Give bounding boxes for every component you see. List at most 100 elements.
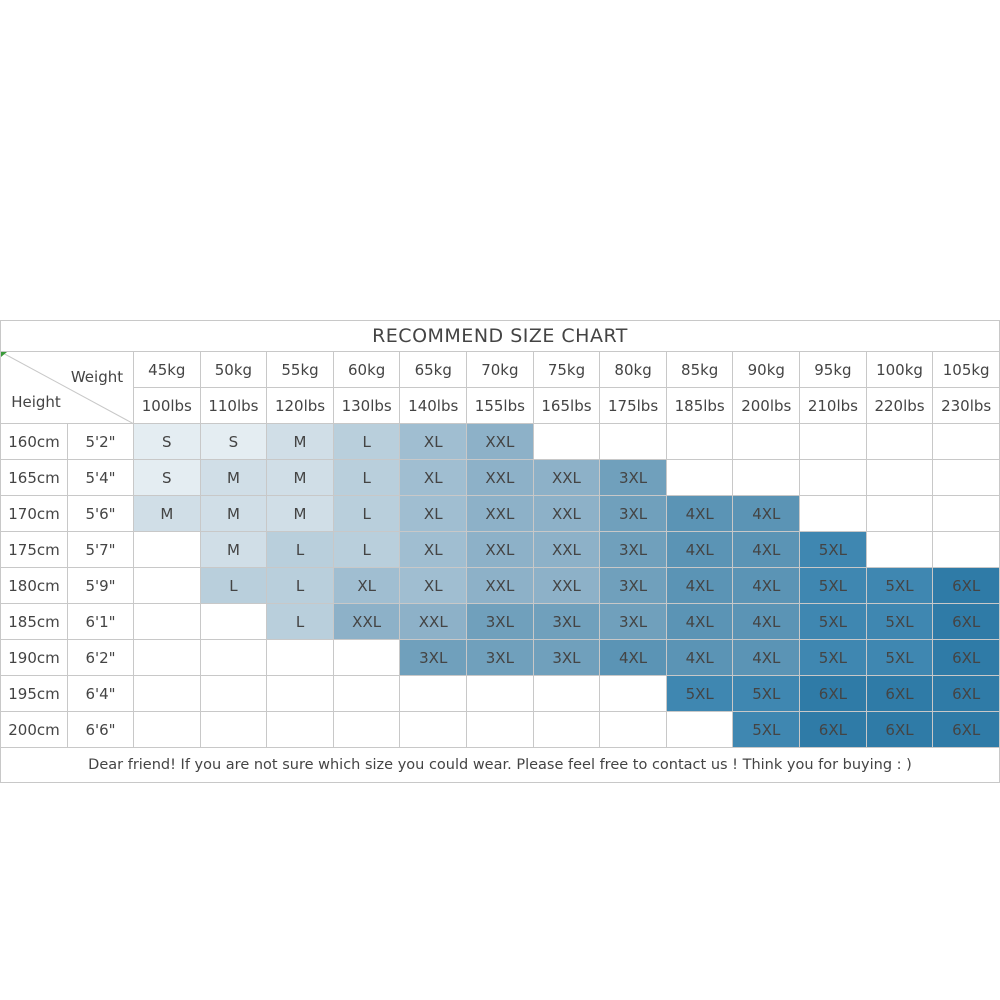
size-cell: L [332,423,401,460]
empty-cell [199,639,268,676]
size-cell: 3XL [599,567,667,604]
weight-lbs: 175lbs [599,387,667,424]
size-cell: 4XL [665,531,734,568]
size-cell: 5XL [865,639,934,676]
size-cell: 6XL [932,603,1000,640]
empty-cell [532,675,601,712]
empty-cell [332,639,401,676]
size-cell: XL [399,567,468,604]
empty-cell [532,711,601,748]
size-row: 165cm 5'4" S M M L XL XXL XXL 3XL [0,459,1000,496]
empty-cell [466,675,534,712]
size-cell: XXL [466,495,534,532]
size-cell: 4XL [665,639,734,676]
height-cm: 200cm [0,711,68,748]
size-row: 190cm 6'2" 3XL 3XL 3XL 4XL 4XL 4XL 5XL 5XL 6XL [0,639,1000,676]
size-cell: S [199,423,268,460]
size-cell: 5XL [799,639,867,676]
height-cm: 185cm [0,603,68,640]
empty-cell [932,495,1000,532]
size-cell: 5XL [799,603,867,640]
empty-cell [665,459,734,496]
empty-cell [133,675,201,712]
empty-cell [865,423,934,460]
size-cell: 4XL [732,567,801,604]
weight-kg: 105kg [932,351,1000,388]
weight-kg: 55kg [266,351,334,388]
empty-cell [932,531,1000,568]
weight-kg: 65kg [399,351,468,388]
size-cell: 3XL [466,639,534,676]
size-cell: S [133,423,201,460]
empty-cell [532,423,601,460]
size-cell: L [332,531,401,568]
empty-cell [599,423,667,460]
size-cell: L [266,603,334,640]
empty-cell [665,711,734,748]
weight-kg: 80kg [599,351,667,388]
size-cell: M [266,459,334,496]
size-cell: XL [399,531,468,568]
weight-lbs: 200lbs [732,387,801,424]
weight-lbs: 165lbs [532,387,601,424]
weight-lbs: 230lbs [932,387,1000,424]
size-cell: 6XL [799,711,867,748]
size-cell: XXL [399,603,468,640]
weight-kg: 50kg [199,351,268,388]
size-cell: XXL [466,423,534,460]
size-row: 200cm 6'6" 5XL 6XL 6XL 6XL [0,711,1000,748]
size-cell: M [266,495,334,532]
size-cell: L [266,531,334,568]
height-cm: 175cm [0,531,68,568]
empty-cell [732,459,801,496]
empty-cell [599,675,667,712]
height-cm: 190cm [0,639,68,676]
weight-kg: 100kg [865,351,934,388]
empty-cell [332,711,401,748]
size-row: 160cm 5'2" S S M L XL XXL [0,423,1000,460]
size-cell: 6XL [865,675,934,712]
size-cell: L [266,567,334,604]
footer: Dear friend! If you are not sure which s… [0,747,1000,783]
height-cm: 160cm [0,423,68,460]
size-cell: 3XL [599,603,667,640]
height-cm: 195cm [0,675,68,712]
height-ft: 5'2" [67,423,134,460]
title: RECOMMEND SIZE CHART [0,320,1000,352]
empty-cell [399,711,468,748]
size-cell: 3XL [466,603,534,640]
size-cell: M [199,531,268,568]
size-cell: XXL [332,603,401,640]
size-cell: XXL [532,495,601,532]
size-cell: 5XL [865,603,934,640]
height-ft: 6'1" [67,603,134,640]
size-cell: 6XL [799,675,867,712]
size-cell: 4XL [732,531,801,568]
size-cell: L [199,567,268,604]
weight-lbs: 100lbs [133,387,201,424]
weight-lbs: 140lbs [399,387,468,424]
empty-cell [199,603,268,640]
height-ft: 5'9" [67,567,134,604]
weight-lbs: 220lbs [865,387,934,424]
empty-cell [199,675,268,712]
height-ft: 5'4" [67,459,134,496]
corner: Weight Height [0,351,134,424]
empty-cell [466,711,534,748]
size-cell: 6XL [932,567,1000,604]
size-cell: XXL [466,531,534,568]
size-cell: 4XL [665,567,734,604]
size-chart: RECOMMEND SIZE CHART Weight Height 45kg 5… [0,320,1000,783]
size-cell: XXL [532,459,601,496]
height-ft: 6'2" [67,639,134,676]
size-cell: 4XL [732,639,801,676]
size-cell: XXL [532,531,601,568]
size-cell: 3XL [532,603,601,640]
size-cell: 3XL [532,639,601,676]
size-cell: 5XL [665,675,734,712]
weight-lbs: 120lbs [266,387,334,424]
weight-kg: 90kg [732,351,801,388]
weight-lbs: 110lbs [199,387,268,424]
empty-cell [332,675,401,712]
height-cm: 170cm [0,495,68,532]
